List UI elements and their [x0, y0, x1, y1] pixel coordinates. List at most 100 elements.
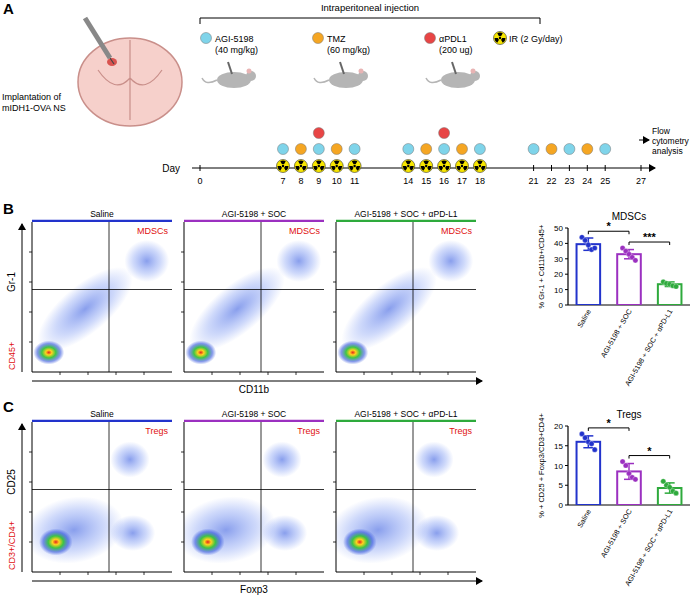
- radiation-blade: [477, 161, 483, 165]
- label: (60 mg/kg): [327, 45, 370, 55]
- dose-circle: [528, 144, 539, 155]
- error-bar: [583, 436, 593, 448]
- label: MDSCs: [612, 211, 646, 222]
- radiation-blade: [459, 161, 465, 165]
- panel-label: A: [3, 0, 14, 17]
- dose-marker: [582, 144, 593, 155]
- radiation-blade: [298, 161, 304, 165]
- radiation-center: [282, 165, 284, 167]
- marks: [577, 431, 682, 505]
- label: CD3+/CD4+: [7, 521, 17, 570]
- radiation-center: [443, 165, 445, 167]
- dose-marker: [278, 144, 289, 155]
- radiation-marker: [420, 160, 433, 173]
- axis-tick: [268, 372, 269, 375]
- tick-label: 5: [559, 481, 564, 490]
- radiation-blade: [302, 166, 307, 171]
- figure: ABCImplantation ofmIDH1-OVA NSIntraperit…: [0, 0, 700, 607]
- axis-tick: [181, 452, 184, 453]
- label: AGI-5198 + SOC: [222, 209, 287, 219]
- density-blob: [262, 515, 307, 551]
- axis-tick: [181, 342, 184, 343]
- category-label: AGI-5198 + SOC: [599, 308, 634, 360]
- radiation-marker: [330, 160, 343, 173]
- dose-marker: [439, 128, 450, 139]
- y-arrow: [22, 224, 23, 372]
- radiation-blade: [423, 161, 429, 165]
- dose-circle: [278, 144, 289, 155]
- axis-tick: [29, 542, 32, 543]
- bar: [658, 284, 682, 305]
- y-tick: [565, 243, 568, 244]
- radiation-center: [425, 165, 427, 167]
- axis-tick: [364, 372, 365, 375]
- dose-marker: [313, 144, 324, 155]
- dose-marker: [546, 144, 557, 155]
- radiation-marker: [438, 160, 451, 173]
- dose-marker: [403, 144, 414, 155]
- group-bar: [32, 220, 172, 223]
- label: 14: [403, 176, 413, 186]
- group-bar: [184, 220, 324, 223]
- quadrant-line: [413, 422, 414, 572]
- radiation-disc: [348, 160, 361, 173]
- dose-marker: [201, 33, 212, 44]
- tick-label: 20: [554, 270, 563, 279]
- mouse-ear: [471, 69, 476, 74]
- density-plot: [32, 222, 172, 372]
- radiation-disc: [420, 160, 433, 173]
- radiation-marker: [348, 160, 361, 173]
- axis-tick: [181, 512, 184, 513]
- quadrant-line: [32, 289, 172, 290]
- density-blob: [185, 341, 216, 365]
- label: Implantation of: [2, 92, 62, 102]
- axis-tick: [333, 512, 336, 513]
- radiation-blade: [406, 161, 412, 165]
- label: 0: [197, 176, 202, 186]
- mouse: [202, 62, 256, 88]
- tumor: [107, 58, 117, 66]
- axis-tick: [296, 372, 297, 375]
- category-label: Saline: [575, 308, 593, 330]
- label: MDSCs: [137, 226, 168, 236]
- label: AGI-5198 + SOC: [222, 409, 287, 419]
- label: MDSCs: [289, 226, 320, 236]
- label: 16: [439, 176, 449, 186]
- quadrant-line: [184, 289, 324, 290]
- dose-marker: [295, 144, 306, 155]
- dose-circle: [474, 144, 485, 155]
- axis-tick: [333, 282, 336, 283]
- dose-circle: [313, 33, 324, 44]
- quadrant-line: [261, 422, 262, 572]
- flow-panel: SalineTregsAGI-5198 + SOCTregsAGI-5198 +…: [6, 409, 482, 595]
- axis-tick: [181, 312, 184, 313]
- dose-circle: [600, 144, 611, 155]
- y-tick: [565, 289, 568, 290]
- axis-tick: [333, 312, 336, 313]
- category-label: AGI-5198 + SOC + αPD-L1: [623, 508, 674, 588]
- day-tick: [200, 165, 201, 171]
- label: 17: [457, 176, 467, 186]
- radiation-marker: [402, 160, 415, 173]
- label: TMZ: [327, 34, 346, 44]
- endpoint-arrow: [639, 140, 649, 141]
- dose-circle: [457, 144, 468, 155]
- data-point: [633, 477, 638, 482]
- day-tick: [533, 165, 534, 171]
- label: αPDL1: [439, 34, 467, 44]
- radiation-disc: [456, 160, 469, 173]
- tick-label: 0: [559, 501, 564, 510]
- dose-circle: [201, 33, 212, 44]
- label: 27: [636, 176, 646, 186]
- axis-tick: [60, 572, 61, 575]
- dose-circle: [439, 128, 450, 139]
- radiation-center: [479, 165, 481, 167]
- label: Saline: [90, 409, 114, 419]
- label: 22: [546, 176, 556, 186]
- axis-tick: [181, 282, 184, 283]
- y-tick: [565, 274, 568, 275]
- quadrant-line: [413, 222, 414, 372]
- radiation-blade: [501, 38, 506, 43]
- axis-tick: [333, 452, 336, 453]
- axis-tick: [212, 572, 213, 575]
